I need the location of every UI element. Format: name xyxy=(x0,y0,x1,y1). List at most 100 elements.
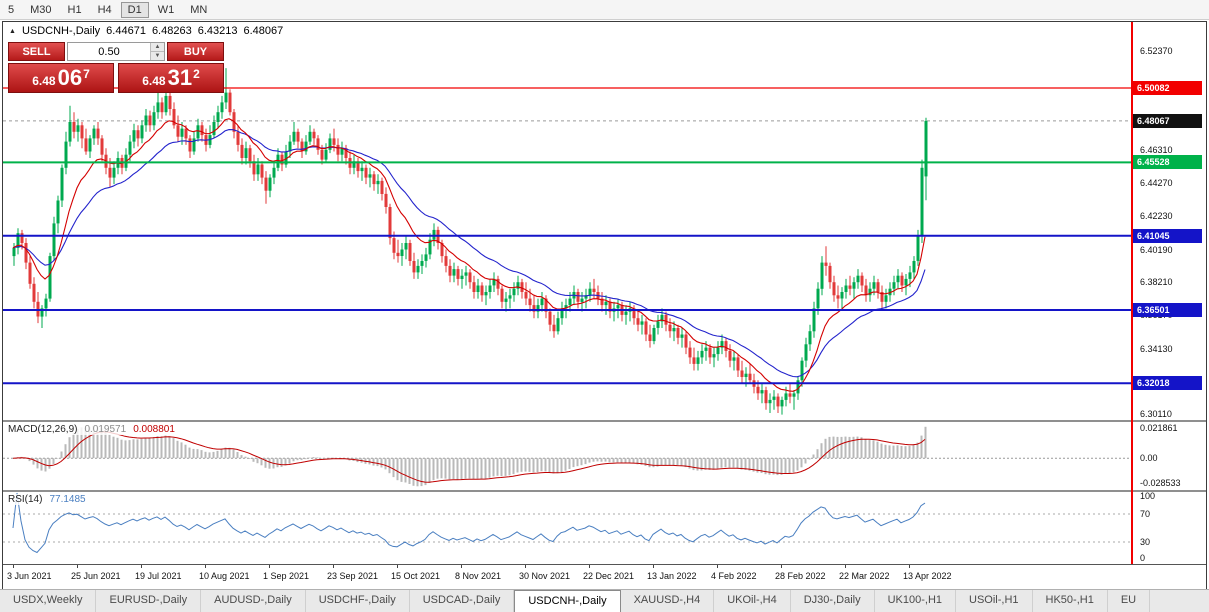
volume-up-button[interactable]: ▲ xyxy=(151,43,164,52)
macd-canvas[interactable] xyxy=(3,422,1131,490)
macd-axis-label: 0.021861 xyxy=(1140,423,1178,433)
macd-name: MACD(12,26,9) xyxy=(8,424,78,435)
tab-dj30-daily[interactable]: DJ30-,Daily xyxy=(791,590,875,612)
sell-price-small: 6.48 xyxy=(32,74,56,88)
price-axis-label: 6.44270 xyxy=(1140,178,1173,188)
price-axis-tag: 6.45528 xyxy=(1132,155,1202,169)
price-axis-label: 6.52370 xyxy=(1140,46,1173,56)
date-label: 28 Feb 2022 xyxy=(775,571,826,581)
price-axis-tag: 6.50082 xyxy=(1132,81,1202,95)
tab-usdx-weekly[interactable]: USDX,Weekly xyxy=(0,590,97,612)
date-tick xyxy=(909,565,910,568)
timeframe-toolbar: 5 M30 H1 H4 D1 W1 MN xyxy=(0,0,1209,20)
timeframe-button-H4[interactable]: H4 xyxy=(97,3,112,16)
collapse-icon[interactable]: ▲ xyxy=(9,27,16,35)
date-tick xyxy=(589,565,590,568)
volume-spinner: ▲ ▼ xyxy=(150,43,164,60)
symbol-title: USDCNH-,Daily xyxy=(21,25,101,37)
sell-button[interactable]: SELL xyxy=(8,42,65,61)
price-axis-tag: 6.48067 xyxy=(1132,114,1202,128)
sell-price-sup: 7 xyxy=(83,67,90,81)
date-tick xyxy=(461,565,462,568)
tab-usdcnh-daily[interactable]: USDCNH-,Daily xyxy=(514,590,621,612)
price-axis-tag: 6.41045 xyxy=(1132,229,1202,243)
timeframe-button-H1[interactable]: H1 xyxy=(67,3,82,16)
panel-separator[interactable] xyxy=(3,490,1206,492)
rsi-axis-label: 0 xyxy=(1140,553,1146,563)
date-tick xyxy=(781,565,782,568)
rsi-axis: 100 70 30 0 xyxy=(1134,491,1206,564)
timeframe-button-D1[interactable]: D1 xyxy=(120,1,149,18)
date-tick xyxy=(269,565,270,568)
price-panel: 6.52370 6.46310 6.44270 6.42230 6.40190 6.382… xyxy=(3,22,1206,420)
ohlc-close: 6.48067 xyxy=(243,25,284,37)
rsi-label: RSI(14) 77.1485 xyxy=(8,494,86,505)
sell-price-button[interactable]: 6.48 06 7 xyxy=(8,63,114,93)
price-axis-tag: 6.36501 xyxy=(1132,303,1202,317)
date-label: 3 Jun 2021 xyxy=(7,571,52,581)
tab-eurusd-daily[interactable]: EURUSD-,Daily xyxy=(96,590,202,612)
price-axis[interactable]: 6.52370 6.46310 6.44270 6.42230 6.40190 6.382… xyxy=(1132,22,1206,420)
buy-price-small: 6.48 xyxy=(142,74,166,88)
date-label: 1 Sep 2021 xyxy=(263,571,310,581)
ohlc-low: 6.43213 xyxy=(197,25,238,37)
date-label: 23 Sep 2021 xyxy=(327,571,379,581)
timeframe-button-MN[interactable]: MN xyxy=(190,3,208,16)
tab-xauusd-h4[interactable]: XAUUSD-,H4 xyxy=(621,590,715,612)
date-label: 30 Nov 2021 xyxy=(519,571,571,581)
buy-price-button[interactable]: 6.48 31 2 xyxy=(118,63,224,93)
volume-box: ▲ ▼ xyxy=(67,42,165,61)
date-tick xyxy=(525,565,526,568)
tab-ukoil-h4[interactable]: UKOil-,H4 xyxy=(714,590,791,612)
date-label: 19 Jul 2021 xyxy=(135,571,182,581)
date-label: 25 Jun 2021 xyxy=(71,571,121,581)
tab-usdchf-daily[interactable]: USDCHF-,Daily xyxy=(306,590,410,612)
rsi-name: RSI(14) xyxy=(8,494,43,505)
macd-value-main: 0.019571 xyxy=(84,424,127,435)
date-tick xyxy=(397,565,398,568)
chart-window: 6.52370 6.46310 6.44270 6.42230 6.40190 6.382… xyxy=(2,21,1207,589)
timeframe-button-W1[interactable]: W1 xyxy=(157,3,175,16)
timeframe-button-M30[interactable]: M30 xyxy=(30,3,52,16)
rsi-value: 77.1485 xyxy=(49,494,86,505)
tab-audusd-daily[interactable]: AUDUSD-,Daily xyxy=(201,590,306,612)
macd-label: MACD(12,26,9) 0.019571 0.008801 xyxy=(8,424,175,435)
buy-price-sup: 2 xyxy=(193,67,200,81)
buy-price-big: 31 xyxy=(167,65,193,90)
date-label: 13 Jan 2022 xyxy=(647,571,697,581)
tab-eu[interactable]: EU xyxy=(1108,590,1151,612)
rsi-canvas[interactable] xyxy=(3,492,1131,564)
date-label: 10 Aug 2021 xyxy=(199,571,250,581)
volume-down-button[interactable]: ▼ xyxy=(151,52,164,60)
rsi-panel: 100 70 30 0 RSI(14) 77.1485 xyxy=(3,491,1206,564)
date-label: 15 Oct 2021 xyxy=(391,571,441,581)
macd-axis-label: 0.00 xyxy=(1140,453,1158,463)
date-tick xyxy=(653,565,654,568)
rsi-axis-label: 70 xyxy=(1140,509,1151,519)
volume-input[interactable] xyxy=(68,43,150,60)
date-tick xyxy=(77,565,78,568)
price-axis-label: 6.46310 xyxy=(1140,145,1173,155)
buy-button[interactable]: BUY xyxy=(167,42,224,61)
price-axis-label: 6.30110 xyxy=(1140,409,1172,419)
tab-usdcad-daily[interactable]: USDCAD-,Daily xyxy=(410,590,515,612)
date-label: 4 Feb 2022 xyxy=(711,571,757,581)
date-tick xyxy=(845,565,846,568)
macd-axis: 0.021861 0.00 -0.028533 xyxy=(1134,422,1206,490)
date-axis[interactable]: 3 Jun 2021 25 Jun 2021 19 Jul 2021 10 Aug 2… xyxy=(3,564,1206,589)
tab-hk50-h1[interactable]: HK50-,H1 xyxy=(1033,590,1108,612)
rsi-axis-label: 30 xyxy=(1140,537,1151,547)
timeframe-button-5[interactable]: 5 xyxy=(8,3,15,16)
chart-tabs-bar: USDX,Weekly EURUSD-,Daily AUDUSD-,Daily USD… xyxy=(0,589,1209,612)
date-tick xyxy=(205,565,206,568)
tab-uk100-h1[interactable]: UK100-,H1 xyxy=(875,590,957,612)
date-label: 8 Nov 2021 xyxy=(455,571,502,581)
chart-title: ▲ USDCNH-,Daily 6.44671 6.48263 6.43213 … xyxy=(9,25,288,37)
date-label: 22 Dec 2021 xyxy=(583,571,635,581)
date-tick xyxy=(333,565,334,568)
macd-axis-label: -0.028533 xyxy=(1140,478,1181,488)
panel-separator[interactable] xyxy=(3,420,1206,422)
price-axis-tag: 6.32018 xyxy=(1132,376,1202,390)
tab-usoil-h1[interactable]: USOil-,H1 xyxy=(956,590,1033,612)
price-axis-label: 6.42230 xyxy=(1140,211,1173,221)
